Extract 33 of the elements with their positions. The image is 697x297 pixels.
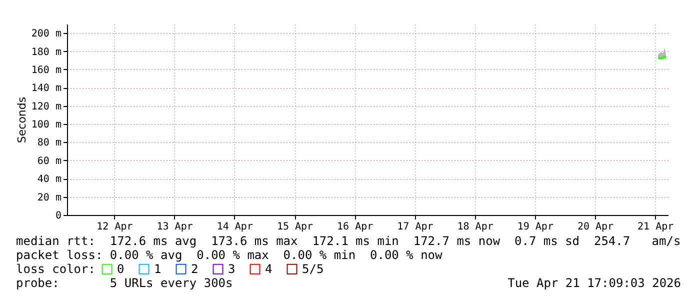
x-tick-label: 12 Apr [96,222,133,232]
legend-label: 4 [265,262,272,276]
x-tick-label: 19 Apr [517,222,554,232]
y-tick-label: 180 m [31,46,62,58]
x-tick-label: 17 Apr [397,222,434,232]
y-tick-label: 200 m [31,28,62,40]
x-tick-label: 13 Apr [156,222,193,232]
y-axis-title: Seconds [15,96,28,144]
y-tick-label: 160 m [31,64,62,76]
x-tick-label: 14 Apr [216,222,253,232]
text: packet loss: 0.00 % avg 0.00 % max 0.00 % min 0.00 % now [16,248,442,262]
x-tick-label: 18 Apr [457,222,494,232]
y-tick-label: 60 m [37,156,62,167]
y-tick-label: 40 m [37,174,62,186]
y-tick-label: 80 m [37,138,62,149]
text: probe: 5 URLs every 300s [16,276,233,290]
x-tick-label: 15 Apr [276,222,314,232]
legend-label: 3 [228,262,236,276]
legend-label: 1 [154,262,162,276]
text: median rtt: 172.6 ms avg 173.6 ms max 172.1 ms min 172.7 ms now 0.7 ms sd 254.7 am/s [16,234,681,248]
text: Tue Apr 21 17:09:03 2026 [508,276,681,290]
x-tick-label: 16 Apr [337,222,374,232]
y-tick-label: 140 m [31,83,62,94]
y-tick-label: 0 [55,210,62,222]
legend-label: 0 [117,262,124,276]
legend-label: 2 [191,262,198,276]
y-tick-label: 120 m [31,101,62,112]
x-tick-label: 21 Apr [638,222,674,232]
legend-label: 5/5 [302,262,324,276]
y-tick-label: 20 m [37,192,62,204]
legend-title: loss color: [16,262,96,276]
x-tick-label: 20 Apr [577,222,614,232]
y-tick-label: 100 m [31,120,62,131]
